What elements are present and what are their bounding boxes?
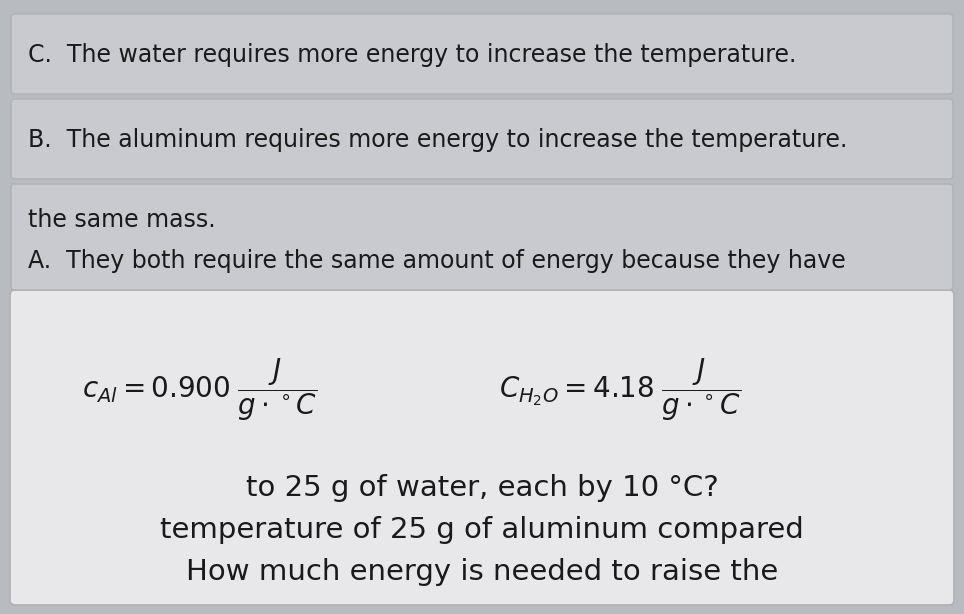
FancyBboxPatch shape (11, 99, 953, 179)
FancyBboxPatch shape (11, 14, 953, 94)
Text: A.  They both require the same amount of energy because they have: A. They both require the same amount of … (28, 249, 845, 273)
Text: $C_{H_2O} = 4.18 \;\dfrac{J}{g \cdot {^\circ}C}$: $C_{H_2O} = 4.18 \;\dfrac{J}{g \cdot {^\… (499, 357, 741, 423)
FancyBboxPatch shape (11, 184, 953, 290)
Text: temperature of 25 g of aluminum compared: temperature of 25 g of aluminum compared (160, 516, 804, 544)
Text: the same mass.: the same mass. (28, 208, 216, 232)
Text: $c_{Al} = 0.900 \;\dfrac{J}{g \cdot {^\circ}C}$: $c_{Al} = 0.900 \;\dfrac{J}{g \cdot {^\c… (82, 357, 317, 423)
Text: How much energy is needed to raise the: How much energy is needed to raise the (186, 558, 778, 586)
Text: B.  The aluminum requires more energy to increase the temperature.: B. The aluminum requires more energy to … (28, 128, 847, 152)
Text: C.  The water requires more energy to increase the temperature.: C. The water requires more energy to inc… (28, 43, 796, 67)
FancyBboxPatch shape (10, 290, 954, 605)
Text: to 25 g of water, each by 10 °C?: to 25 g of water, each by 10 °C? (246, 474, 718, 502)
